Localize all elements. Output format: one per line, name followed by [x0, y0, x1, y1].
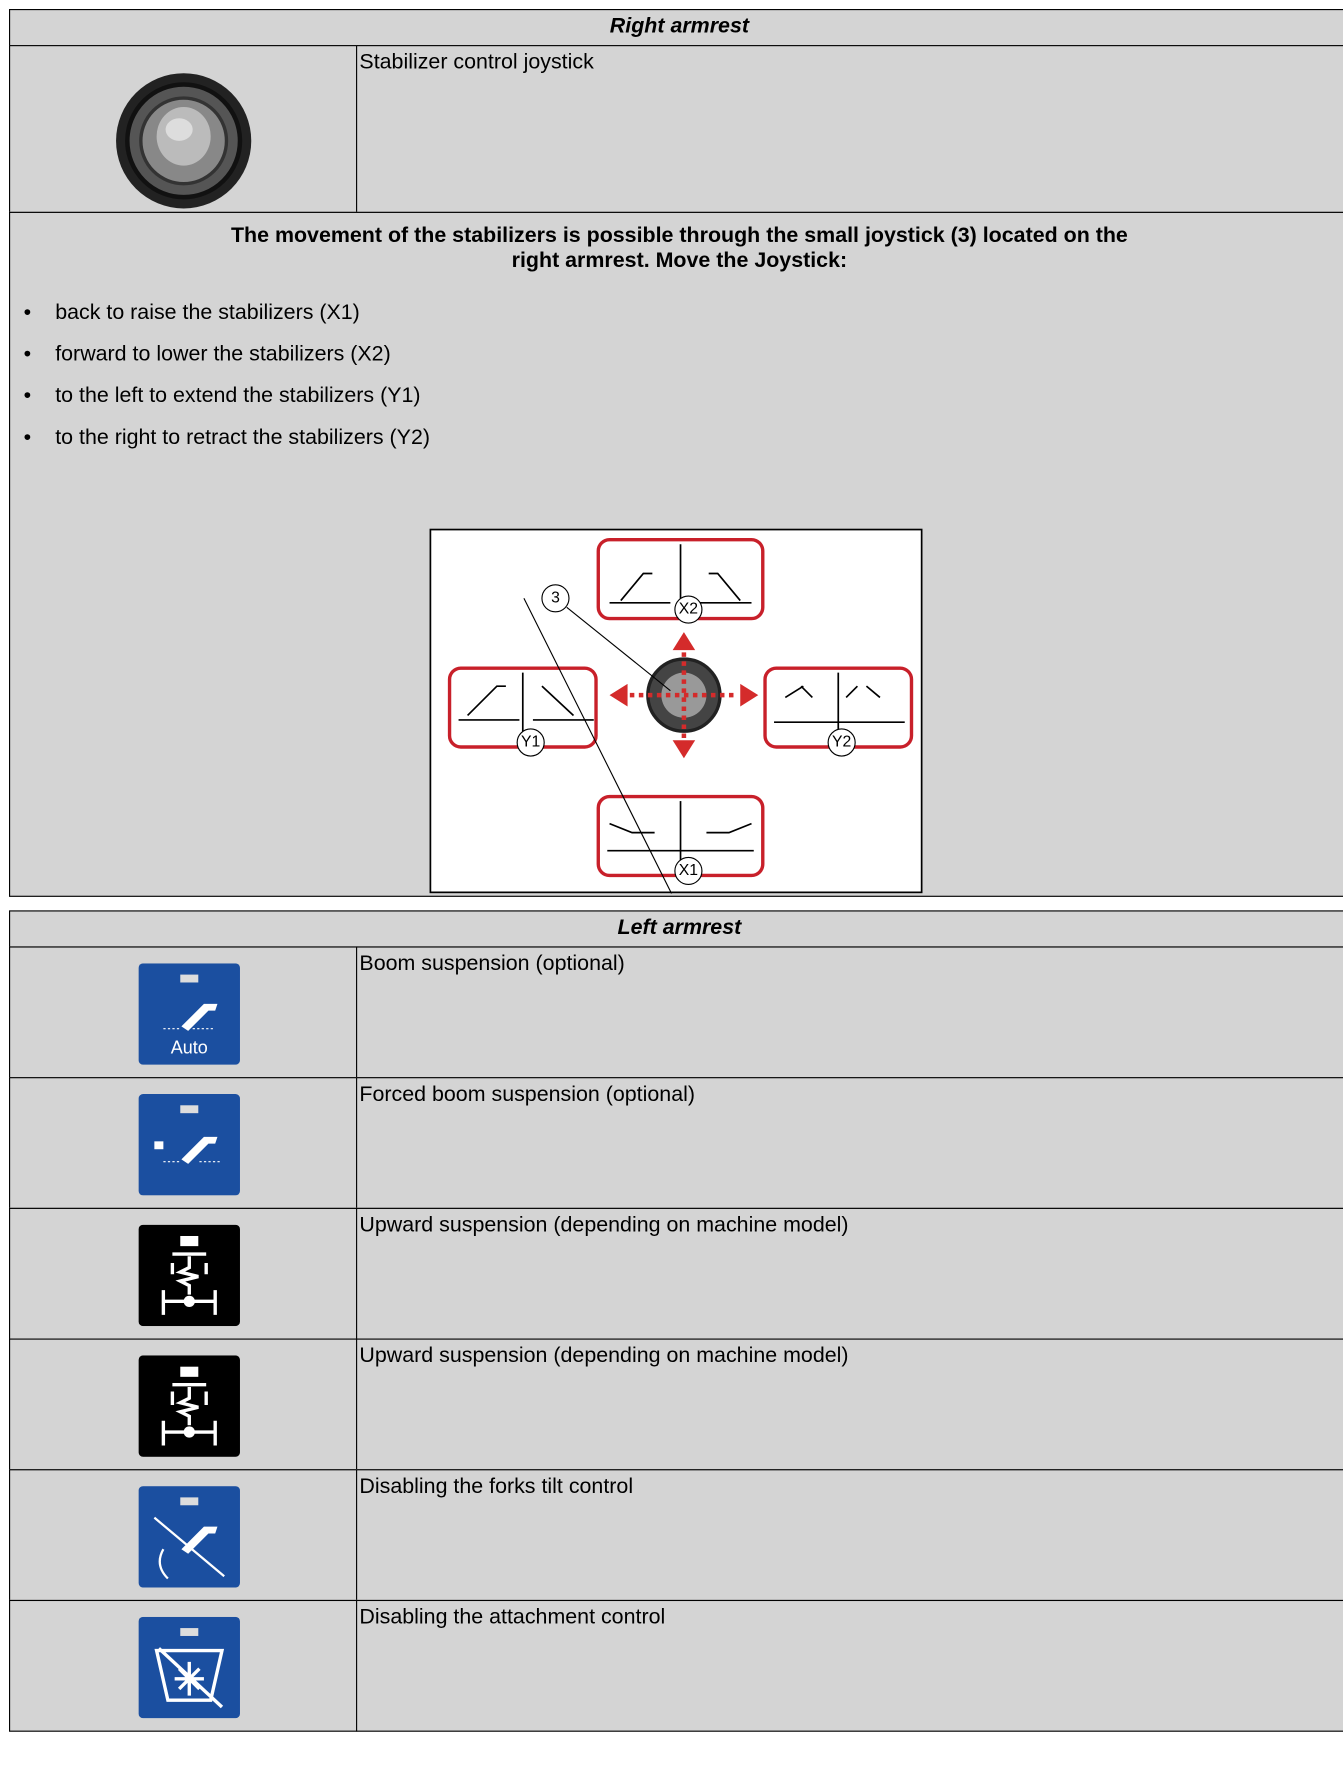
bullet: •	[23, 425, 32, 450]
callout-label: 3	[551, 589, 560, 606]
table-header: Left armrest	[9, 910, 1343, 948]
icon	[138, 1616, 240, 1719]
icon-cell	[9, 1077, 358, 1209]
description: Disabling the forks tilt control	[356, 1469, 1343, 1602]
bullet-text: back to raise the stabilizers (X1)	[55, 300, 360, 325]
icon-cell	[9, 1207, 358, 1340]
description: Upward suspension (depending on machine …	[356, 1207, 1343, 1340]
bullet: •	[23, 384, 32, 408]
icon	[138, 1355, 240, 1457]
joystick-icon	[116, 73, 252, 209]
icon	[138, 1094, 240, 1196]
icon-cell: Auto	[9, 946, 358, 1079]
description: Boom suspension (optional)	[356, 946, 1343, 1079]
icon-cell	[9, 1599, 358, 1732]
direction-label: Y2	[832, 734, 851, 751]
instruction: The movement of the stabilizers is possi…	[230, 224, 1128, 273]
instruction-cell: The movement of the stabilizers is possi…	[9, 211, 1343, 897]
stabilizer-diagram: 3 X2 Y1 Y2 X1	[429, 528, 923, 893]
description: Upward suspension (depending on machine …	[356, 1338, 1343, 1471]
icon-cell	[9, 45, 358, 213]
bullet-text: forward to lower the stabilizers (X2)	[55, 342, 391, 367]
icon-cell	[9, 1469, 358, 1602]
icon-cell	[9, 1338, 358, 1471]
icon-label: Auto	[171, 1037, 208, 1057]
bullet: •	[23, 342, 32, 367]
description: Stabilizer control joystick	[356, 45, 1343, 213]
direction-label: X1	[679, 862, 698, 879]
icon: Auto	[138, 963, 240, 1065]
bullet: •	[23, 300, 32, 325]
icon	[138, 1486, 240, 1588]
description: Forced boom suspension (optional)	[356, 1077, 1343, 1209]
table-header: Right armrest	[9, 9, 1343, 47]
direction-label: X2	[679, 601, 698, 618]
direction-label: Y1	[521, 734, 540, 751]
bullet-text: to the left to extend the stabilizers (Y…	[55, 384, 421, 408]
bullet-text: to the right to retract the stabilizers …	[55, 425, 430, 450]
description: Disabling the attachment control	[356, 1599, 1343, 1732]
icon	[138, 1224, 240, 1327]
